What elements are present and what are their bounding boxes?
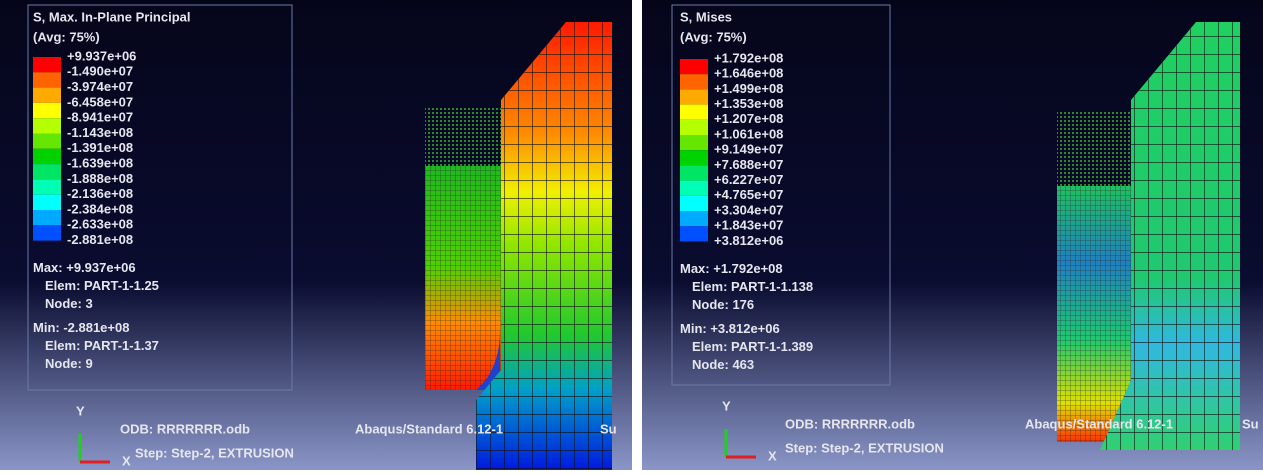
extreme-element: Elem: PART-1-1.37: [45, 338, 159, 353]
extreme-node: Node: 176: [692, 297, 754, 312]
legend-value: +1.792e+08: [714, 50, 783, 65]
extreme-value: Min: -2.881e+08: [33, 320, 129, 335]
legend-value: -8.941e+07: [67, 110, 133, 125]
legend-swatch: [33, 225, 61, 240]
legend-value: -2.633e+08: [67, 217, 133, 232]
legend-value: -1.490e+07: [67, 64, 133, 79]
legend-title: S, Mises: [680, 9, 732, 24]
legend-swatch: [680, 74, 708, 89]
legend-swatch: [680, 181, 708, 196]
legend-swatch: [33, 195, 61, 210]
legend-swatch: [33, 179, 61, 194]
extreme-element: Elem: PART-1-1.138: [692, 279, 813, 294]
legend-swatch: [33, 72, 61, 87]
odb-name: ODB: RRRRRRR.odb: [120, 421, 250, 436]
triad-y-label: Y: [722, 398, 731, 413]
legend-value: +1.353e+08: [714, 96, 783, 111]
extreme-element: Elem: PART-1-1.25: [45, 278, 159, 293]
status: Su: [1242, 416, 1259, 431]
legend-value: +9.149e+07: [714, 142, 783, 157]
solver-version: Abaqus/Standard 6.12-1: [355, 421, 503, 436]
legend-swatch: [33, 164, 61, 179]
legend-swatch: [33, 118, 61, 133]
legend-value: +1.843e+07: [714, 218, 783, 233]
status: Su: [600, 421, 617, 436]
solver-version: Abaqus/Standard 6.12-1: [1025, 416, 1173, 431]
legend-swatch: [680, 59, 708, 74]
extreme-node: Node: 9: [45, 356, 93, 371]
legend-swatch: [680, 211, 708, 226]
legend-swatch: [680, 135, 708, 150]
legend-swatch: [680, 150, 708, 165]
legend-average: (Avg: 75%): [680, 29, 747, 44]
legend-value: -2.384e+08: [67, 201, 133, 216]
legend-swatch: [680, 120, 708, 135]
legend-value: -3.974e+07: [67, 79, 133, 94]
legend-swatch: [680, 89, 708, 104]
legend-value: -2.136e+08: [67, 186, 133, 201]
legend-value: +7.688e+07: [714, 157, 783, 172]
legend-swatch: [33, 88, 61, 103]
legend-value: +4.765e+07: [714, 187, 783, 202]
step-info: Step: Step-2, EXTRUSION: [135, 445, 294, 460]
legend-value: +3.304e+07: [714, 202, 783, 217]
screenshot: S, Max. In-Plane Principal (Avg: 75%) +9.9…: [0, 0, 1263, 470]
legend-average: (Avg: 75%): [33, 29, 100, 44]
legend-value: +6.227e+07: [714, 172, 783, 187]
step-info: Step: Step-2, EXTRUSION: [785, 440, 944, 455]
legend-value: -1.391e+08: [67, 140, 133, 155]
extreme-value: Max: +1.792e+08: [680, 261, 783, 276]
legend-swatch: [33, 134, 61, 149]
triad-x-label: X: [768, 448, 777, 463]
legend-swatch: [33, 149, 61, 164]
extreme-node: Node: 463: [692, 357, 754, 372]
legend-value: -1.888e+08: [67, 171, 133, 186]
legend-value: -2.881e+08: [67, 232, 133, 247]
extreme-value: Max: +9.937e+06: [33, 260, 136, 275]
legend-swatch: [680, 165, 708, 180]
legend-value: -1.639e+08: [67, 156, 133, 171]
extreme-element: Elem: PART-1-1.389: [692, 339, 813, 354]
legend-swatch: [33, 210, 61, 225]
legend-title: S, Max. In-Plane Principal: [33, 9, 191, 24]
legend-swatch: [33, 57, 61, 72]
legend-value: +1.061e+08: [714, 126, 783, 141]
legend-swatch: [680, 226, 708, 241]
legend-value: +9.937e+06: [67, 48, 136, 63]
extreme-node: Node: 3: [45, 296, 93, 311]
legend-value: +1.207e+08: [714, 111, 783, 126]
legend-value: +1.499e+08: [714, 81, 783, 96]
triad-y-label: Y: [76, 403, 85, 418]
extreme-value: Min: +3.812e+06: [680, 321, 780, 336]
legend-swatch: [680, 105, 708, 120]
legend-value: -6.458e+07: [67, 94, 133, 109]
legend-swatch: [33, 103, 61, 118]
triad-x-label: X: [122, 453, 131, 468]
legend-value: +1.646e+08: [714, 66, 783, 81]
odb-name: ODB: RRRRRRR.odb: [785, 416, 915, 431]
legend-swatch: [680, 196, 708, 211]
legend-value: -1.143e+08: [67, 125, 133, 140]
legend-value: +3.812e+06: [714, 233, 783, 248]
